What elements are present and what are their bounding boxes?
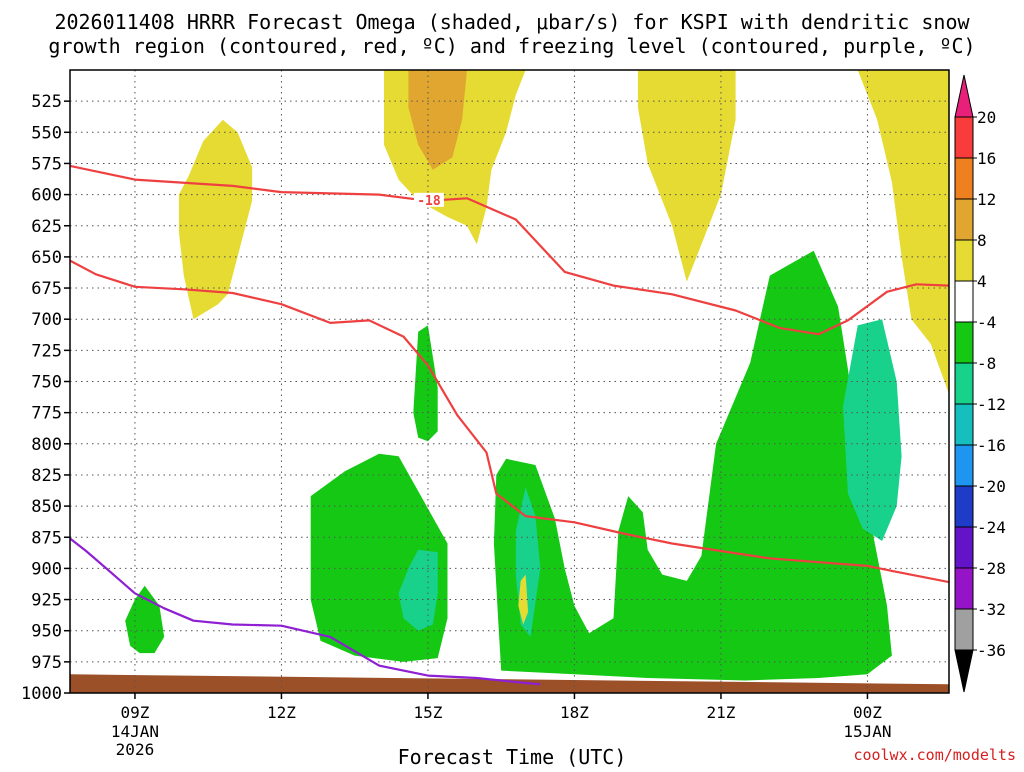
y-tick-label-700: 700 (31, 310, 62, 330)
colorbar-bottom-triangle (954, 649, 974, 693)
omega-region-4 (408, 70, 467, 170)
contour-dgz-lower (70, 259, 949, 584)
y-tick-label-675: 675 (31, 279, 62, 299)
y-tick-label-575: 575 (31, 154, 62, 174)
colorbar-swatch-10 (954, 526, 974, 569)
colorbar-swatch-9 (954, 485, 974, 528)
contour-label-bg (413, 192, 444, 207)
y-tick-label-750: 750 (31, 373, 62, 393)
omega-region-3 (857, 70, 949, 394)
y-tick-label-950: 950 (31, 622, 62, 642)
colorbar-label: 12 (977, 190, 996, 209)
watermark: coolwx.com/modelts (853, 746, 1016, 764)
chart-title-line-1: 2026011408 HRRR Forecast Omega (shaded, … (54, 10, 970, 34)
x-tick-year-09Z: 2026 (116, 740, 155, 759)
contour-dgz-upper (70, 164, 949, 336)
y-tick-label-900: 900 (31, 559, 62, 579)
colorbar-swatch-0 (954, 116, 974, 159)
x-tick-label-00Z: 00Z (853, 703, 882, 722)
colorbar-label: -20 (977, 477, 1006, 496)
contour-label-dgz-upper: -18 (417, 194, 441, 209)
chart-title-line-2: growth region (contoured, red, ºC) and f… (48, 34, 975, 58)
y-tick-label-1000: 1000 (21, 684, 62, 704)
omega-region-8 (493, 250, 892, 681)
grid-lines (70, 70, 949, 693)
x-tick-date-09Z: 14JAN (111, 722, 159, 741)
colorbar-label: -36 (977, 641, 1006, 660)
colorbar-label: 4 (977, 272, 987, 291)
colorbar-label: 8 (977, 231, 987, 250)
x-tick-label-18Z: 18Z (560, 703, 589, 722)
x-tick-label-09Z: 09Z (120, 703, 149, 722)
y-tick-label-825: 825 (31, 466, 62, 486)
x-tick-date-00Z: 15JAN (843, 722, 891, 741)
colorbar-top-triangle (954, 74, 974, 118)
terrain-ground (70, 674, 949, 693)
colorbar-swatch-7 (954, 403, 974, 446)
y-tick-label-925: 925 (31, 591, 62, 611)
colorbar-swatch-11 (954, 567, 974, 610)
colorbar-label: -32 (977, 600, 1006, 619)
x-tick-label-12Z: 12Z (267, 703, 296, 722)
colorbar-label: -24 (977, 518, 1006, 537)
colorbar-label: 16 (977, 149, 996, 168)
omega-region-12 (518, 574, 529, 625)
y-tick-label-550: 550 (31, 123, 62, 143)
colorbar-label: -12 (977, 395, 1006, 414)
y-tick-label-725: 725 (31, 341, 62, 361)
colorbar-swatch-5 (954, 321, 974, 364)
x-tick-label-15Z: 15Z (413, 703, 442, 722)
x-axis-label: Forecast Time (UTC) (398, 745, 627, 768)
y-tick-label-600: 600 (31, 186, 62, 206)
y-tick-label-850: 850 (31, 497, 62, 517)
y-tick-label-800: 800 (31, 435, 62, 455)
axes: 525 550 575 600 625 650 675 700 725 750 775 800 825 8… (21, 92, 891, 759)
y-tick-label-775: 775 (31, 404, 62, 424)
y-tick-label-875: 875 (31, 528, 62, 548)
y-tick-label-525: 525 (31, 92, 62, 112)
colorbar-swatch-3 (954, 239, 974, 282)
colorbar-label: -4 (977, 313, 996, 332)
colorbar: 20 16 12 8 4 -4 -8 -12 -16 -20 -24 -28 -32 -36 (954, 74, 1006, 693)
y-tick-label-650: 650 (31, 248, 62, 268)
y-tick-label-975: 975 (31, 653, 62, 673)
x-tick-label-21Z: 21Z (706, 703, 735, 722)
omega-region-0 (178, 119, 253, 320)
colorbar-label: -8 (977, 354, 996, 373)
contour-freezing-level (70, 537, 541, 686)
omega-region-9 (843, 319, 902, 541)
colorbar-swatch-1 (954, 157, 974, 200)
omega-region-2 (637, 70, 736, 282)
colorbar-swatch-2 (954, 198, 974, 241)
colorbar-label: -16 (977, 436, 1006, 455)
omega-shading (125, 70, 949, 681)
y-tick-label-625: 625 (31, 217, 62, 237)
colorbar-label: 20 (977, 108, 996, 127)
colorbar-swatch-4 (954, 280, 974, 323)
contour-lines: -18 (70, 164, 949, 686)
colorbar-swatch-12 (954, 608, 974, 651)
colorbar-swatch-6 (954, 362, 974, 405)
terrain-layer (70, 674, 949, 693)
colorbar-swatch-8 (954, 444, 974, 487)
colorbar-label: -28 (977, 559, 1006, 578)
